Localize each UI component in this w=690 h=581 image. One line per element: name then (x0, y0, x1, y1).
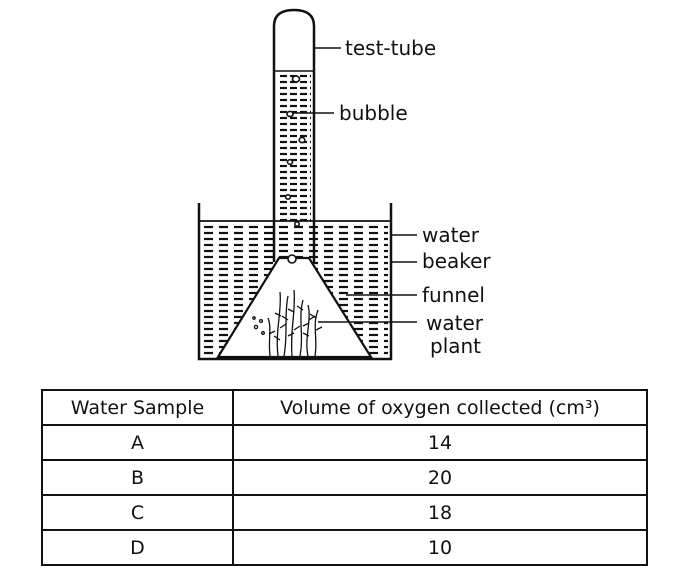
table-row: D 10 (41, 529, 648, 566)
label-water-plant-line1: water (426, 311, 483, 335)
label-water-plant-line2: plant (430, 334, 482, 358)
header-water-sample: Water Sample (41, 389, 234, 426)
label-funnel: funnel (422, 283, 485, 307)
table-row: B 20 (41, 459, 648, 496)
label-water: water (422, 223, 479, 247)
label-pointers (293, 47, 417, 323)
bubbles (284, 75, 306, 264)
header-volume-oxygen: Volume of oxygen collected (cm³) (232, 389, 648, 426)
cell-volume: 14 (232, 424, 648, 461)
table-row: C 18 (41, 494, 648, 531)
table-header-row: Water Sample Volume of oxygen collected … (41, 389, 648, 426)
tube-water (280, 74, 311, 222)
label-bubble: bubble (339, 101, 408, 125)
table-row: A 14 (41, 424, 648, 461)
water-plant (252, 289, 323, 357)
cell-sample: D (41, 529, 234, 566)
cell-volume: 20 (232, 459, 648, 496)
label-test-tube: test-tube (345, 36, 437, 60)
cell-volume: 10 (232, 529, 648, 566)
cell-volume: 18 (232, 494, 648, 531)
apparatus-diagram (197, 8, 417, 361)
beaker (197, 203, 393, 361)
cell-sample: C (41, 494, 234, 531)
label-beaker: beaker (422, 249, 491, 273)
cell-sample: B (41, 459, 234, 496)
test-tube (272, 8, 316, 262)
results-table: Water Sample Volume of oxygen collected … (41, 389, 648, 566)
cell-sample: A (41, 424, 234, 461)
